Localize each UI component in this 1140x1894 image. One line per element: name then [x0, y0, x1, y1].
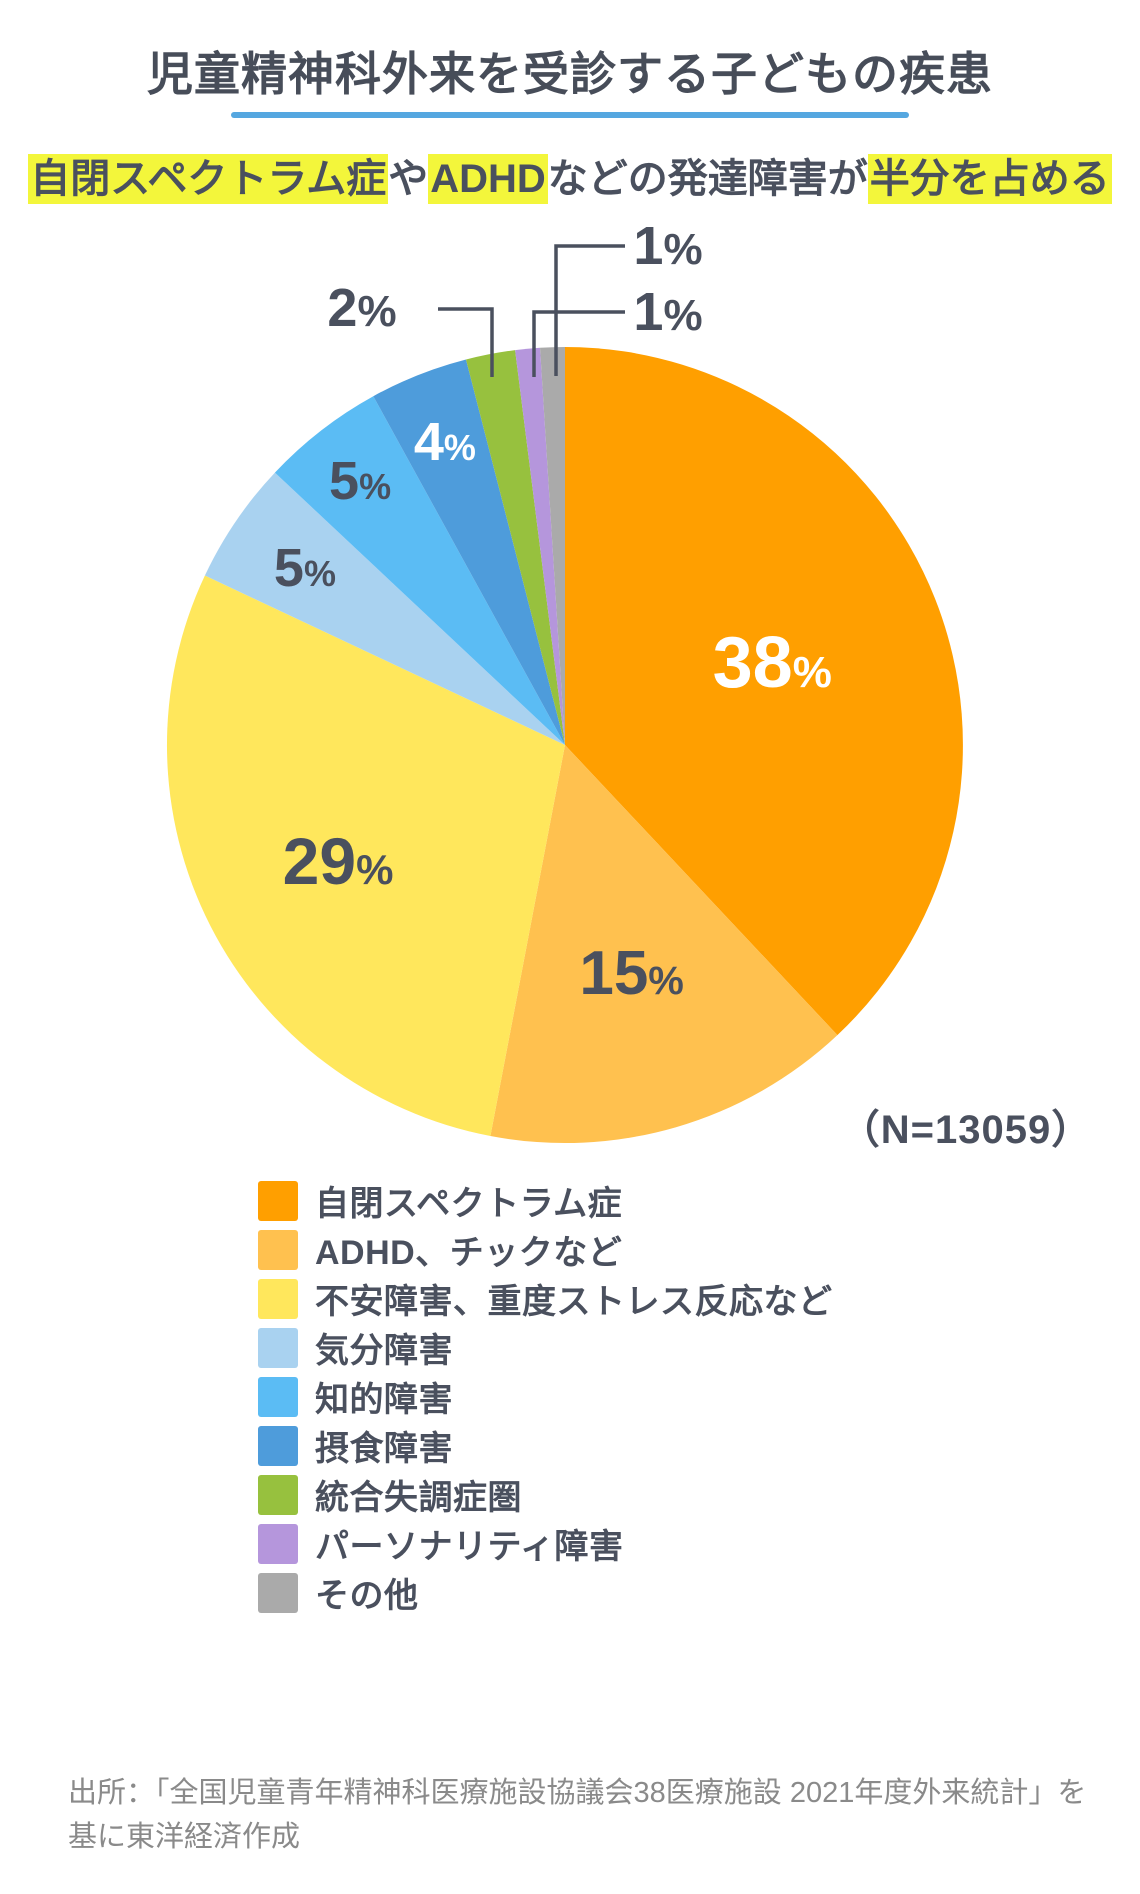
subtitle-segment: や [388, 157, 429, 201]
legend-label-5: 摂食障害 [315, 1430, 453, 1468]
legend-swatch-0 [258, 1180, 298, 1221]
pct-sign: % [663, 225, 703, 274]
pie-slice-6 [466, 350, 565, 745]
subtitle-highlight-segment: 自閉スペクトラム症 [28, 154, 389, 204]
legend-swatch-3 [258, 1327, 298, 1368]
subtitle-highlight-segment: 半分を占める [867, 154, 1112, 204]
legend-item-7: パーソナリティ障害 [258, 1519, 833, 1568]
source-line-1: 出所：「全国児童青年精神科医療施設協議会38医療施設 2021年度外来統計」を [68, 1777, 1087, 1809]
pct-sign: % [356, 845, 394, 893]
pct-label-7: 1% [633, 285, 702, 339]
pie-slice-0 [565, 347, 963, 1036]
legend-label-2: 不安障害、重度ストレス反応など [315, 1283, 833, 1321]
legend-label-6: 統合失調症圏 [315, 1479, 522, 1517]
legend-item-8: その他 [258, 1568, 833, 1617]
pie-slice-2 [166, 575, 565, 1136]
pct-number: 4 [413, 411, 444, 472]
source-line-2: 基に東洋経済作成 [68, 1820, 301, 1853]
callout-line-8 [554, 244, 625, 376]
legend-item-3: 気分障害 [258, 1323, 833, 1372]
pct-sign: % [792, 647, 832, 697]
source-note: 出所：「全国児童青年精神科医療施設協議会38医療施設 2021年度外来統計」を … [68, 1772, 1086, 1859]
legend-swatch-5 [258, 1425, 298, 1466]
pct-number: 15 [579, 939, 649, 1009]
legend-label-1: ADHD、チックなど [315, 1234, 623, 1272]
pct-label-8: 1% [633, 219, 702, 273]
pie-slice-7 [515, 347, 565, 745]
pct-sign: % [359, 465, 392, 507]
pct-label-1: 15% [579, 943, 684, 1005]
subtitle: 自閉スペクトラム症やADHDなどの発達障害が半分を占める [0, 146, 1140, 204]
legend-item-4: 知的障害 [258, 1372, 833, 1421]
pct-label-4: 5% [329, 454, 391, 508]
pct-sign: % [648, 959, 684, 1004]
legend-swatch-4 [258, 1376, 298, 1417]
legend-item-0: 自閉スペクトラム症 [258, 1176, 833, 1225]
callout-line-6 [438, 307, 494, 377]
pct-number: 1 [633, 216, 664, 276]
pct-sign: % [303, 553, 336, 595]
pct-sign: % [357, 287, 397, 336]
pct-label-0: 38% [713, 627, 832, 699]
pie-slice-3 [204, 472, 565, 745]
legend-label-3: 気分障害 [315, 1332, 453, 1370]
legend: 自閉スペクトラム症 ADHD、チックなど不安障害、重度ストレス反応など 気分障害知的… [258, 1176, 833, 1617]
sample-size-label: （N=13059） [839, 1108, 1093, 1152]
legend-swatch-2 [258, 1278, 298, 1319]
legend-item-1: ADHD、チックなど [258, 1225, 833, 1274]
pie-slice-5 [373, 359, 565, 745]
pct-label-6: 2% [327, 281, 396, 335]
pct-sign: % [663, 291, 703, 340]
title-underline [231, 112, 909, 118]
pct-label-3: 5% [274, 541, 336, 595]
callout-line-7 [532, 310, 625, 377]
pct-label-5: 4% [414, 415, 476, 469]
legend-swatch-1 [258, 1229, 298, 1270]
pct-number: 29 [282, 823, 357, 898]
legend-swatch-7 [258, 1523, 298, 1564]
legend-swatch-8 [258, 1572, 298, 1613]
legend-label-0: 自閉スペクトラム症 [315, 1185, 623, 1223]
pct-label-2: 29% [283, 828, 394, 894]
legend-label-4: 知的障害 [315, 1381, 453, 1419]
pct-number: 5 [329, 450, 360, 511]
pct-number: 5 [273, 538, 304, 599]
legend-label-7: パーソナリティ障害 [315, 1528, 624, 1566]
legend-item-2: 不安障害、重度ストレス反応など [258, 1274, 833, 1323]
page-title: 児童精神科外来を受診する子どもの疾患 [147, 48, 993, 100]
pct-sign: % [443, 426, 476, 468]
legend-item-5: 摂食障害 [258, 1421, 833, 1470]
pie-slice-4 [274, 396, 565, 745]
pct-number: 2 [327, 278, 358, 338]
pie-slice-8 [540, 347, 565, 745]
pie-slice-1 [490, 745, 838, 1144]
pct-number: 1 [633, 282, 664, 342]
subtitle-segment: などの発達障害が [547, 157, 868, 201]
legend-item-6: 統合失調症圏 [258, 1470, 833, 1519]
pct-number: 38 [712, 622, 793, 703]
legend-swatch-6 [258, 1474, 298, 1515]
legend-label-8: その他 [315, 1577, 419, 1615]
subtitle-highlight-segment: ADHD [428, 154, 548, 204]
